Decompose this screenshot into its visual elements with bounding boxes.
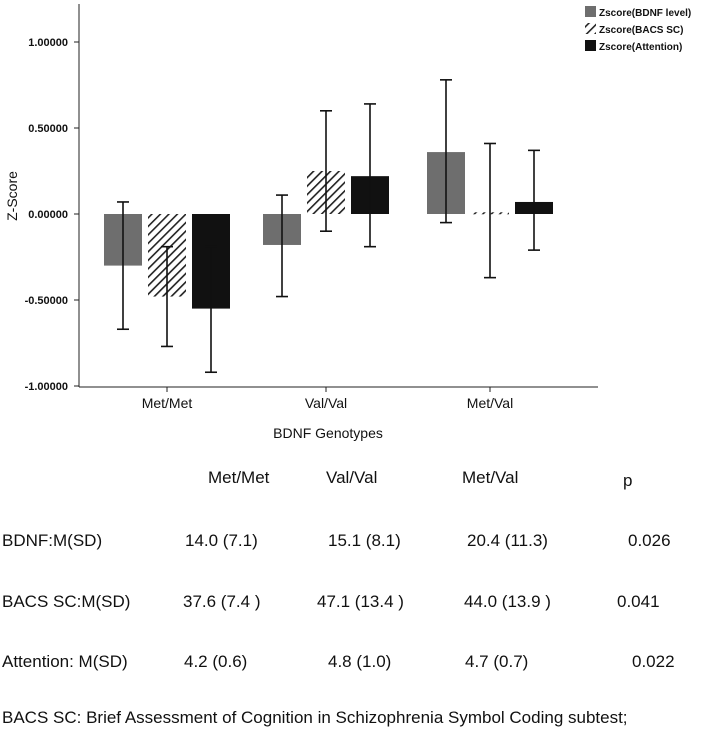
- table-cell: 0.026: [628, 531, 671, 550]
- legend-label: Zscore(Attention): [599, 42, 682, 53]
- table-cell: 4.8 (1.0): [328, 652, 392, 671]
- table-cell: 4.2 (0.6): [184, 652, 248, 671]
- table-header-met-val: Met/Val: [462, 468, 519, 487]
- bars: [104, 152, 553, 309]
- y-tick-label: -1.00000: [25, 381, 68, 393]
- table-header-p: p: [623, 471, 633, 490]
- y-axis-title: Z-Score: [4, 171, 20, 221]
- y-tick-label: -0.50000: [25, 295, 68, 307]
- table-row-label: Attention: M(SD): [2, 652, 128, 671]
- legend: Zscore(BDNF level) Zscore(BACS SC) Zscore(…: [585, 6, 691, 53]
- bar-chart: 1.00000 0.50000 0.00000 -0.50000 -1.00000 Met…: [4, 4, 691, 441]
- x-tick-label: Met/Met: [142, 395, 193, 411]
- table-header-met-met: Met/Met: [208, 468, 270, 487]
- table-header-val-val: Val/Val: [326, 468, 378, 487]
- table-cell: 44.0 (13.9 ): [464, 592, 551, 611]
- y-tick-label: 0.50000: [28, 123, 68, 135]
- footnote: BACS SC: Brief Assessment of Cognition i…: [2, 708, 628, 727]
- x-tick-label: Met/Val: [467, 395, 513, 411]
- table-cell: 0.022: [632, 652, 675, 671]
- axis-labels: 1.00000 0.50000 0.00000 -0.50000 -1.00000 Met…: [4, 37, 513, 441]
- x-axis-title: BDNF Genotypes: [273, 425, 383, 441]
- table-cell: 15.1 (8.1): [328, 531, 401, 550]
- legend-label: Zscore(BACS SC): [599, 25, 683, 36]
- x-tick-label: Val/Val: [305, 395, 347, 411]
- table-cell: 0.041: [617, 592, 660, 611]
- table-cell: 47.1 (13.4 ): [317, 592, 404, 611]
- y-tick-label: 1.00000: [28, 37, 68, 49]
- legend-swatch: [585, 40, 596, 51]
- table-cell: 14.0 (7.1): [185, 531, 258, 550]
- axes: [74, 4, 598, 392]
- y-tick-label: 0.00000: [28, 209, 68, 221]
- table-row-label: BDNF:M(SD): [2, 531, 103, 550]
- legend-swatch: [585, 23, 596, 34]
- table-cell: 37.6 (7.4 ): [183, 592, 261, 611]
- error-bars: [117, 79, 540, 374]
- table-row-label: BACS SC:M(SD): [2, 592, 131, 611]
- table-cell: 4.7 (0.7): [465, 652, 529, 671]
- legend-swatch: [585, 6, 596, 17]
- table-cell: 20.4 (11.3): [467, 531, 548, 550]
- legend-label: Zscore(BDNF level): [599, 8, 691, 19]
